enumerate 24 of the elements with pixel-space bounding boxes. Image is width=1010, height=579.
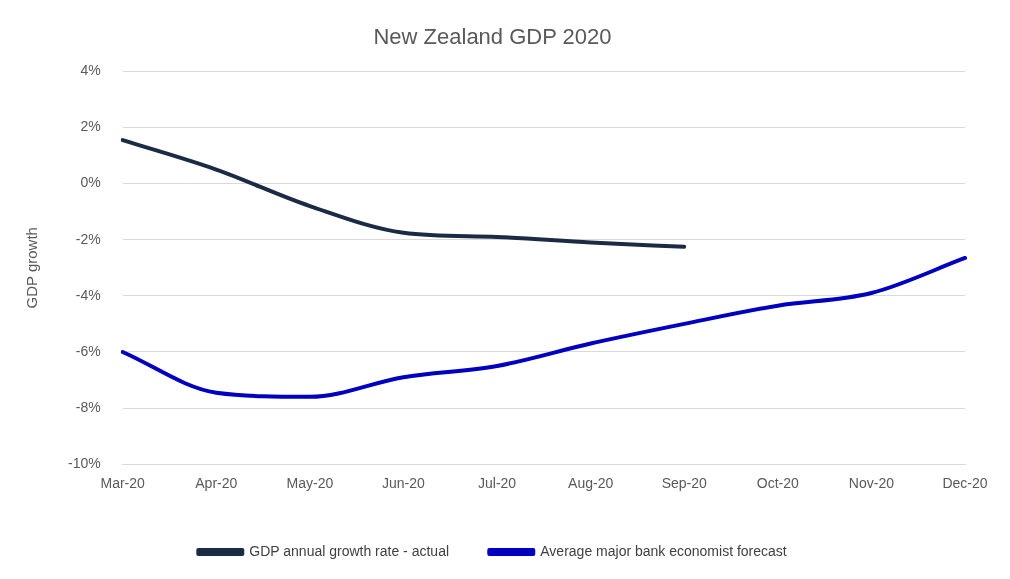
x-tick-label: Mar-20: [100, 475, 146, 492]
x-tick-label: Aug-20: [568, 475, 614, 492]
y-tick-label: -2%: [75, 230, 101, 247]
y-tick-label: -8%: [75, 398, 101, 415]
chart-title: New Zealand GDP 2020: [373, 24, 612, 50]
x-tick-label: Dec-20: [942, 475, 988, 492]
y-tick-label: -4%: [75, 286, 101, 303]
line-series: [120, 138, 687, 249]
legend-label: Average major bank economist forecast: [540, 542, 787, 559]
y-tick-label: -6%: [75, 342, 101, 359]
y-tick-label: 2%: [80, 118, 101, 135]
x-tick-label: Oct-20: [756, 475, 800, 492]
line-series: [120, 255, 967, 399]
y-tick-label: 4%: [80, 62, 101, 79]
y-tick-label: -10%: [68, 455, 101, 472]
x-tick-label: Jun-20: [382, 475, 426, 492]
y-tick-label: 0%: [80, 174, 101, 191]
x-tick-label: Sep-20: [661, 475, 708, 492]
x-tick-label: Jul-20: [477, 475, 517, 492]
x-tick-label: Apr-20: [195, 475, 238, 492]
legend-label: GDP annual growth rate - actual: [249, 542, 450, 559]
y-axis-title: GDP growth: [23, 227, 41, 309]
x-tick-label: May-20: [286, 475, 334, 492]
x-tick-label: Nov-20: [848, 475, 895, 492]
